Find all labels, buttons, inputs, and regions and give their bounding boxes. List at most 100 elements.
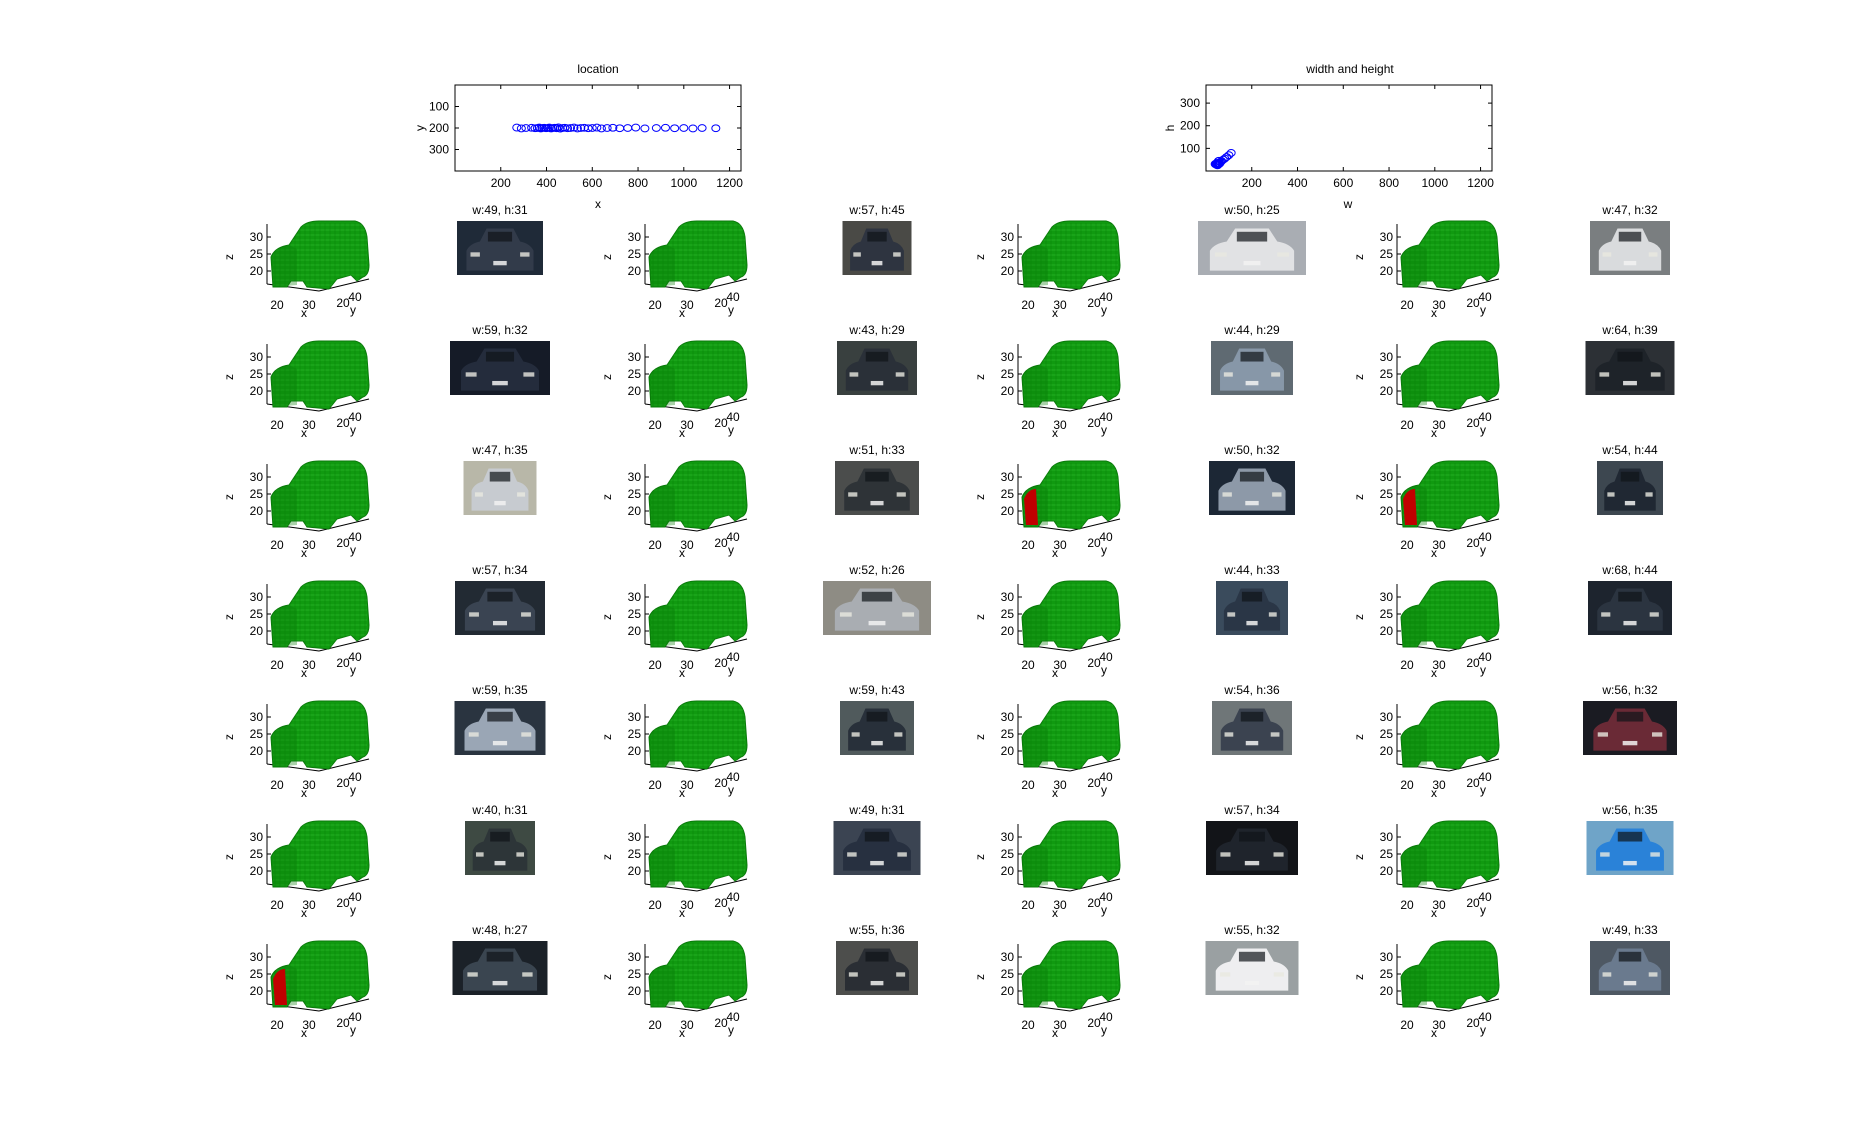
z-tick-label: 20 xyxy=(250,864,264,878)
thumbnail-size-label: w:56, h:35 xyxy=(1601,803,1658,817)
x-tick-label: 1200 xyxy=(716,176,743,190)
car-thumbnail: w:49, h:31 xyxy=(833,803,921,875)
x-tick-label: 30 xyxy=(1432,658,1446,672)
x-tick-label: 20 xyxy=(270,298,284,312)
car-thumbnail: w:40, h:31 xyxy=(465,803,535,875)
voxel-car-model xyxy=(1021,340,1121,410)
x-tick-label: 30 xyxy=(1053,778,1067,792)
y-axis-label: y xyxy=(1480,903,1486,917)
x-tick-label: 20 xyxy=(1021,538,1035,552)
z-tick-label: 20 xyxy=(1001,384,1015,398)
x-tick-label: 20 xyxy=(648,298,662,312)
x-tick-label: 200 xyxy=(491,176,511,190)
x-axis-label: x xyxy=(301,546,307,560)
y-tick-label: 40 xyxy=(1478,530,1492,544)
x-axis-label: x xyxy=(679,306,685,320)
y-tick-label: 40 xyxy=(348,530,362,544)
scatter-point xyxy=(521,124,531,132)
scatter-point xyxy=(651,124,661,132)
voxel-car-model xyxy=(1400,460,1500,530)
car-thumbnail: w:57, h:34 xyxy=(455,563,545,635)
x-tick-label: 200 xyxy=(1242,176,1262,190)
z-axis-label: z xyxy=(222,254,236,260)
z-tick-label: 30 xyxy=(1001,350,1015,364)
z-tick-label: 20 xyxy=(1001,624,1015,638)
x-tick-label: 20 xyxy=(648,658,662,672)
z-tick-label: 25 xyxy=(628,607,642,621)
z-tick-label: 30 xyxy=(1001,590,1015,604)
x-tick-label: 30 xyxy=(1432,538,1446,552)
thumbnail-size-label: w:47, h:32 xyxy=(1601,203,1658,217)
x-tick-label: 30 xyxy=(680,418,694,432)
y-tick-label: 20 xyxy=(714,296,728,310)
z-tick-label: 20 xyxy=(628,264,642,278)
y-tick-label: 20 xyxy=(1087,656,1101,670)
z-axis-label: z xyxy=(600,974,614,980)
z-tick-label: 25 xyxy=(1001,487,1015,501)
z-tick-label: 30 xyxy=(1001,950,1015,964)
z-axis-label: z xyxy=(973,734,987,740)
width-height-scatter-plot: width and height 200 400 600 800 1000 1200 10… xyxy=(1163,62,1494,211)
z-axis-label: z xyxy=(1352,734,1366,740)
thumbnail-size-label: w:49, h:31 xyxy=(471,203,528,217)
thumbnail-size-label: w:55, h:32 xyxy=(1223,923,1280,937)
thumbnail-size-label: w:47, h:35 xyxy=(471,443,528,457)
x-axis-label: x xyxy=(301,306,307,320)
z-axis-label: z xyxy=(1352,494,1366,500)
x-axis-label: x xyxy=(1052,1026,1058,1040)
car-thumbnail-image xyxy=(1209,461,1295,515)
x-tick-label: 30 xyxy=(302,418,316,432)
y-tick-label: 20 xyxy=(1466,296,1480,310)
x-tick-label: 20 xyxy=(1400,778,1414,792)
x-axis-label: x xyxy=(1431,786,1437,800)
x-tick-label: 30 xyxy=(302,1018,316,1032)
car-thumbnail: w:49, h:31 xyxy=(457,203,543,275)
y-tick-label: 40 xyxy=(726,770,740,784)
z-tick-label: 30 xyxy=(1380,590,1394,604)
thumbnail-size-label: w:43, h:29 xyxy=(848,323,905,337)
y-axis-label: y xyxy=(728,663,734,677)
z-tick-label: 25 xyxy=(628,847,642,861)
y-axis-label: y xyxy=(1101,423,1107,437)
x-axis-label: x xyxy=(1431,426,1437,440)
car-thumbnail: w:59, h:35 xyxy=(454,683,546,755)
z-tick-label: 20 xyxy=(250,504,264,518)
red-voxel-region xyxy=(273,969,287,1005)
z-tick-label: 20 xyxy=(1001,744,1015,758)
scatter-point xyxy=(516,124,526,133)
z-tick-label: 20 xyxy=(1380,504,1394,518)
z-tick-label: 30 xyxy=(250,590,264,604)
x-tick-label: 20 xyxy=(648,898,662,912)
y-tick-label: 40 xyxy=(1478,650,1492,664)
z-tick-label: 20 xyxy=(1001,984,1015,998)
z-tick-label: 25 xyxy=(1380,487,1394,501)
y-tick-label: 40 xyxy=(1478,290,1492,304)
car-thumbnail-image xyxy=(1212,701,1292,755)
car-thumbnail-image xyxy=(457,221,543,275)
y-axis-label: y xyxy=(1480,663,1486,677)
location-y-axis-label: y xyxy=(413,125,427,131)
x-axis-label: x xyxy=(679,426,685,440)
y-tick-label: 20 xyxy=(1087,416,1101,430)
x-axis-label: x xyxy=(1431,546,1437,560)
x-tick-label: 30 xyxy=(302,298,316,312)
scatter-point xyxy=(563,124,573,133)
z-axis-label: z xyxy=(222,494,236,500)
z-tick-label: 25 xyxy=(628,247,642,261)
x-tick-label: 20 xyxy=(1021,898,1035,912)
width-height-points xyxy=(1210,148,1236,170)
y-tick-label: 40 xyxy=(348,650,362,664)
y-tick-label: 40 xyxy=(1099,890,1113,904)
z-tick-label: 25 xyxy=(250,487,264,501)
z-tick-label: 25 xyxy=(628,367,642,381)
z-tick-label: 25 xyxy=(1001,607,1015,621)
z-tick-label: 30 xyxy=(1001,830,1015,844)
thumbnail-size-label: w:64, h:39 xyxy=(1601,323,1658,337)
z-tick-label: 30 xyxy=(628,830,642,844)
